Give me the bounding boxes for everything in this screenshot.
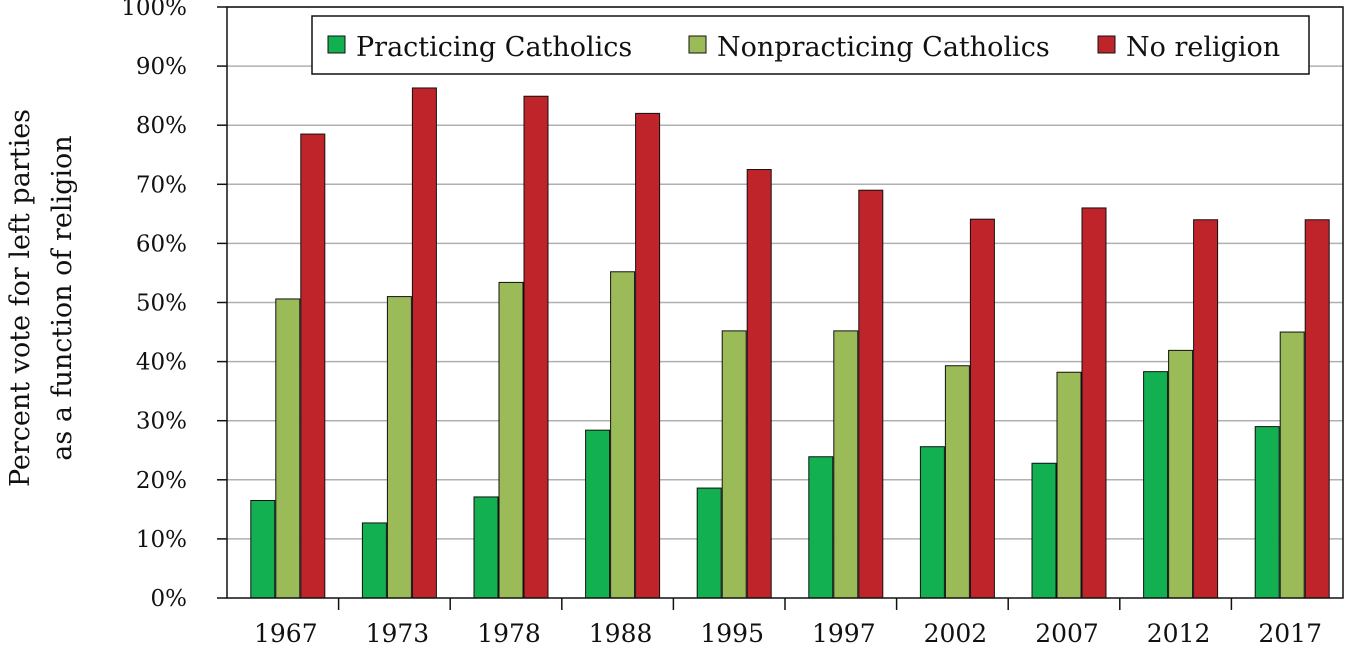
x-tick-label: 2002 [924,619,988,648]
y-tick-label: 40% [136,350,187,376]
bar [919,446,945,599]
bar [275,298,301,599]
y-tick-label: 70% [136,172,187,198]
x-tick-labels: 1967 1973 1978 1988 1995 1997 2002 2007 2012 2017 [254,619,1322,648]
bar [944,365,970,599]
y-axis-label-line2: as a function of religion [47,135,78,460]
y-tick-label: 30% [136,409,187,435]
bar [1254,426,1280,599]
y-tick-label: 50% [136,291,187,317]
x-tick-label: 2017 [1258,619,1322,648]
bar [610,271,636,599]
y-tick-label: 90% [136,54,187,80]
bar [1056,371,1082,599]
bar [585,429,611,599]
legend-label: Nonpracticing Catholics [717,32,1050,63]
legend: Practicing Catholics Nonpracticing Cathol… [311,15,1310,75]
bar [1168,349,1194,599]
legend-box [311,15,1310,75]
x-tick-label: 1978 [477,619,541,648]
legend-label: Practicing Catholics [356,32,632,63]
y-tick-label: 0% [151,586,188,612]
bar [808,456,834,599]
bar [1143,371,1169,599]
x-tick-label: 1997 [812,619,876,648]
bar [696,487,722,599]
bar [300,133,326,599]
y-tick-label: 60% [136,231,187,257]
bar [523,95,549,599]
y-axis-label-line1: Percent vote for left parties [5,109,36,487]
x-tick-label: 1967 [254,619,318,648]
bar [858,189,884,599]
bar [411,87,437,599]
bar [833,330,859,599]
bar [386,296,412,599]
x-tick-label: 1973 [366,619,430,648]
y-tick-label: 20% [136,468,187,494]
x-tick-label: 2007 [1035,619,1099,648]
bar [969,218,995,599]
bar [498,281,524,599]
y-tick-label: 100% [121,0,187,21]
bar [1279,331,1305,599]
x-tick-label: 1988 [589,619,653,648]
axes [217,6,1344,610]
bar [1304,219,1330,599]
y-tick-label: 10% [136,527,187,553]
y-tick-labels: 0% 10% 20% 30% 40% 50% 60% 70% 80% 90% 100% [121,0,187,612]
legend-swatch [688,35,707,54]
bar [1031,462,1057,599]
legend-label: No religion [1126,32,1280,63]
x-tick-label: 2012 [1147,619,1211,648]
bar [635,112,661,599]
bar [361,522,387,599]
bar [721,330,747,599]
bar [1193,219,1219,599]
bars [250,87,1330,599]
y-tick-label: 80% [136,113,187,139]
bar [250,499,276,599]
x-tick-label: 1995 [700,619,764,648]
bar [1081,207,1107,599]
bar [746,169,772,599]
legend-swatch [1097,35,1116,54]
bar [473,496,499,599]
legend-swatch [327,35,346,54]
